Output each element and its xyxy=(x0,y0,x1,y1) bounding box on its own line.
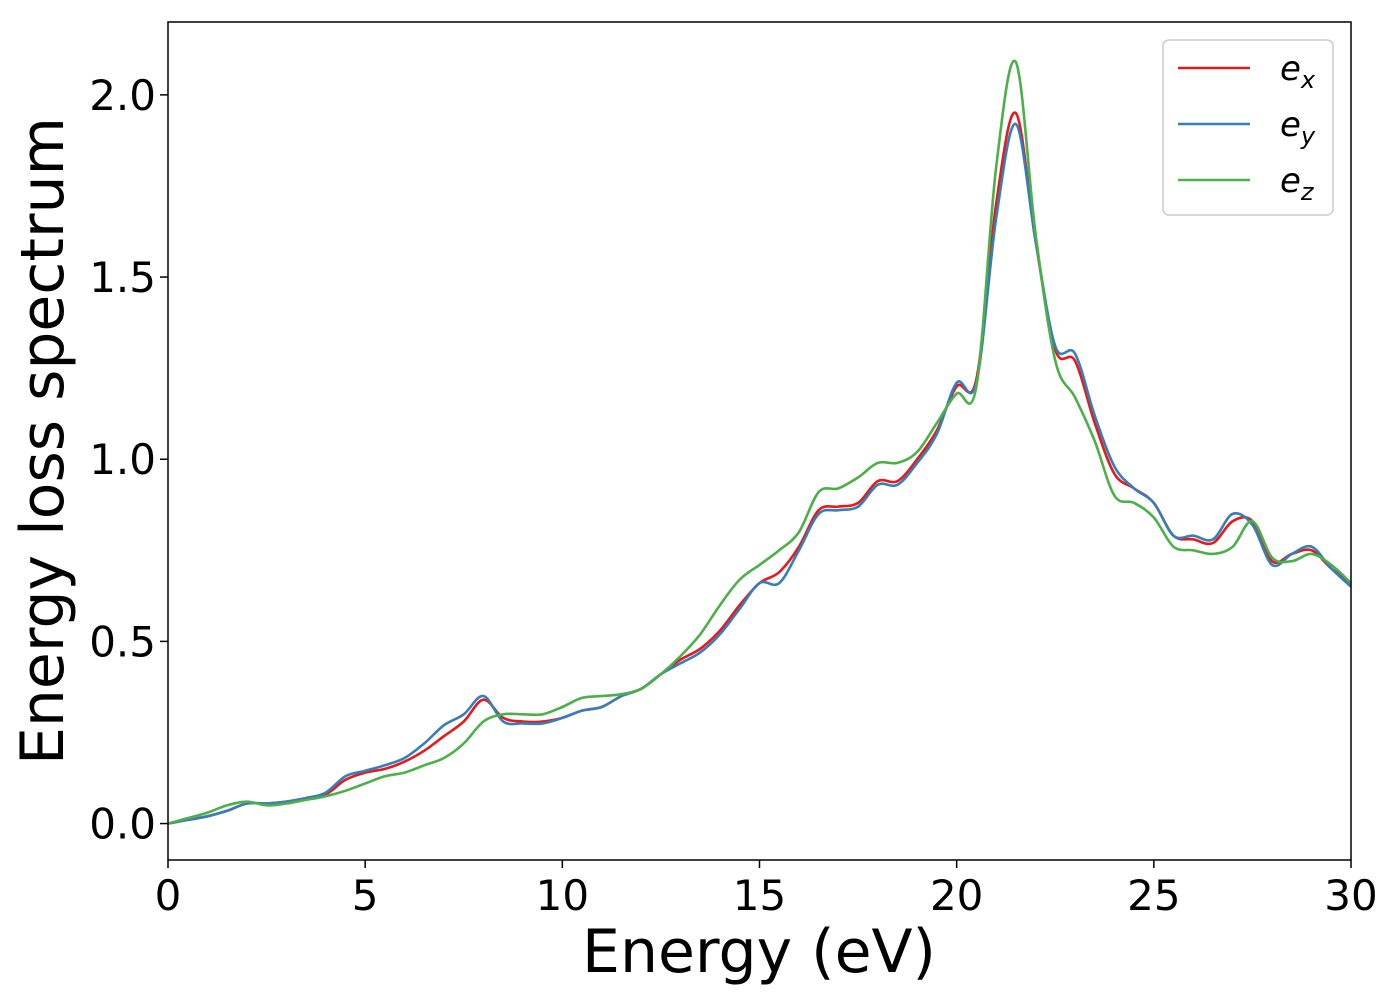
plot-lines xyxy=(167,59,1352,825)
x-tick-label: 25 xyxy=(1127,871,1180,920)
legend-label-y: ey xyxy=(1280,105,1316,150)
y-tick-label: 2.0 xyxy=(89,71,156,120)
legend-label-x: ex xyxy=(1280,49,1316,94)
x-axis-ticks: 0 5 10 15 20 25 30 xyxy=(155,860,1378,920)
y-tick-label: 1.5 xyxy=(89,253,156,302)
x-tick-label: 0 xyxy=(155,871,182,920)
legend-box xyxy=(1162,39,1334,216)
series-line-y xyxy=(167,122,1352,825)
series-line-x xyxy=(167,111,1352,825)
x-tick-label: 30 xyxy=(1324,871,1377,920)
x-tick-label: 5 xyxy=(352,871,379,920)
x-tick-label: 20 xyxy=(930,871,983,920)
y-tick-label: 1.0 xyxy=(89,435,156,484)
x-axis-label: Energy (eV) xyxy=(582,917,936,987)
y-tick-label: 0.5 xyxy=(89,617,156,666)
y-axis-ticks: 0.0 0.5 1.0 1.5 2.0 xyxy=(89,71,168,849)
x-tick-label: 15 xyxy=(733,871,786,920)
y-tick-label: 0.0 xyxy=(89,800,156,849)
x-tick-label: 10 xyxy=(536,871,589,920)
series-line-z xyxy=(167,59,1352,825)
y-axis-label: Energy loss spectrum xyxy=(8,117,78,765)
